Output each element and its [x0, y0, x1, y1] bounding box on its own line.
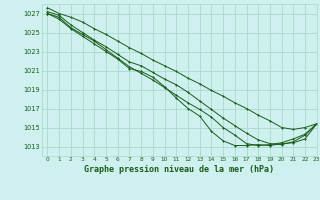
- X-axis label: Graphe pression niveau de la mer (hPa): Graphe pression niveau de la mer (hPa): [84, 165, 274, 174]
